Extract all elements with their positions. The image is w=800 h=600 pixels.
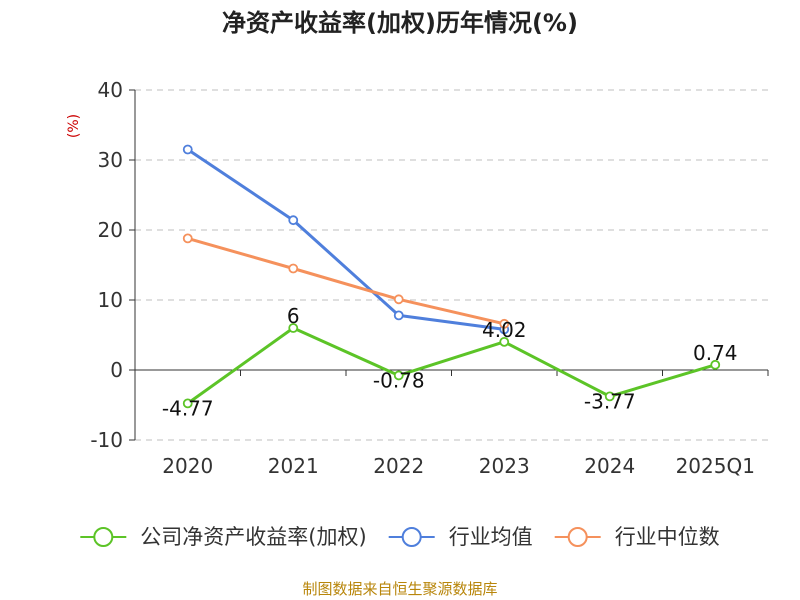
series-line: [186, 326, 716, 405]
x-tick-label: 2025Q1: [676, 454, 755, 478]
data-source: 制图数据来自恒生聚源数据库: [302, 580, 497, 598]
y-tick-label: 10: [98, 288, 123, 312]
y-tick-label: 40: [98, 78, 123, 102]
x-tick-label: 2022: [373, 454, 424, 478]
x-tick-label: 2024: [584, 454, 635, 478]
x-tick-label: 2020: [162, 454, 213, 478]
series-line: [187, 236, 505, 326]
data-point: [393, 294, 404, 305]
data-label: 4.02: [482, 318, 527, 342]
data-point: [393, 370, 404, 381]
data-point: [288, 215, 299, 226]
chart-title: 净资产收益率(加权)历年情况(%): [222, 9, 578, 37]
legend-marker: [567, 527, 588, 547]
legend-label: 公司净资产收益率(加权): [140, 525, 366, 549]
y-tick-label: 0: [110, 358, 123, 382]
data-label: -4.77: [162, 396, 214, 420]
x-tick-label: 2023: [479, 454, 530, 478]
data-label: -0.78: [373, 368, 425, 392]
x-tick-label: 2021: [268, 454, 319, 478]
legend-label: 行业均值: [449, 525, 533, 549]
data-label: 0.74: [693, 341, 738, 365]
data-point: [499, 336, 510, 347]
data-point: [604, 391, 615, 402]
grid-lines: [135, 89, 768, 441]
axes: -10 0 10 20 30 40 2020 2021 2022 2023 2024 2025Q1: [90, 78, 769, 478]
legend: 公司净资产收益率(加权) 行业均值 行业中位数: [80, 525, 720, 549]
y-tick-label: 20: [98, 218, 123, 242]
data-point: [288, 323, 299, 333]
data-point: [288, 263, 299, 274]
data-point: [182, 233, 193, 244]
legend-marker: [93, 527, 114, 547]
series-line: [186, 148, 505, 331]
series-lines: [182, 144, 721, 409]
data-point: [182, 144, 193, 155]
legend-label: 行业中位数: [615, 525, 720, 549]
data-point: [499, 318, 510, 329]
data-label: -3.77: [584, 389, 636, 413]
data-point: [182, 398, 193, 409]
y-tick-label: -10: [90, 428, 123, 452]
data-point: [710, 359, 721, 370]
data-label: 6: [287, 304, 300, 328]
y-tick-label: 30: [98, 148, 123, 172]
data-point: [393, 310, 404, 321]
y-axis-unit: (%): [66, 114, 82, 138]
data-labels: -4.77 6 -0.78 4.02 -3.77 0.74: [162, 304, 738, 420]
legend-marker: [401, 527, 422, 547]
